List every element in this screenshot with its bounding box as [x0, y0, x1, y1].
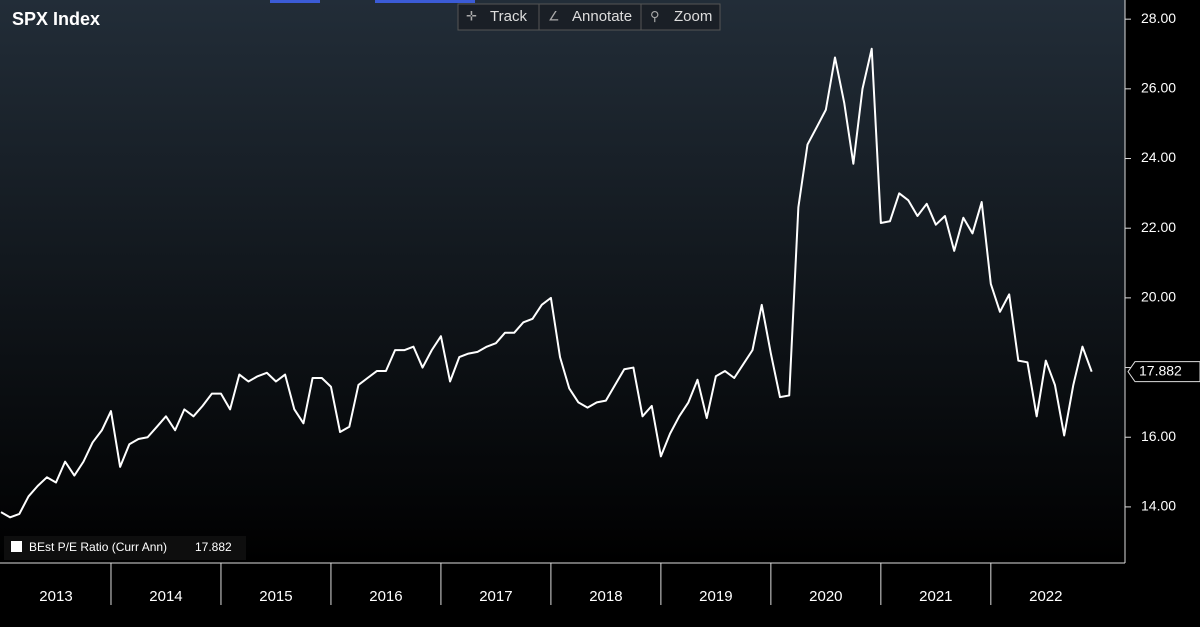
last-value-label: 17.882 [1139, 362, 1182, 378]
x-tick-label: 2015 [259, 588, 292, 605]
y-tick-label: 28.00 [1141, 10, 1176, 26]
y-axis-area [1125, 0, 1200, 563]
line-series [0, 47, 1093, 519]
annotate-icon: ∠ [548, 8, 560, 23]
x-tick-label: 2022 [1029, 588, 1062, 605]
toolbar-box [457, 3, 721, 31]
y-tick-label: 24.00 [1141, 149, 1176, 165]
y-tick-label: 16.00 [1141, 428, 1176, 444]
toolbar-button[interactable]: Track [490, 8, 527, 25]
toolbar: ✛ Track ∠ Annotate ⚲ Zoom [457, 3, 721, 31]
legend-box [4, 536, 246, 560]
legend-label: BEst P/E Ratio (Curr Ann) [29, 540, 167, 554]
legend: BEst P/E Ratio (Curr Ann) 17.882 [4, 536, 246, 560]
y-tick-label: 22.00 [1141, 219, 1176, 235]
legend-value: 17.882 [195, 540, 232, 554]
x-tick-label: 2014 [149, 588, 182, 605]
y-tick-label: 14.00 [1141, 498, 1176, 514]
y-tick-label: 26.00 [1141, 80, 1176, 96]
track-icon: ✛ [466, 8, 477, 23]
plot-area [0, 0, 1125, 563]
last-value-flag [1127, 361, 1200, 383]
tab[interactable] [270, 0, 320, 3]
toolbar-button[interactable]: Annotate [572, 8, 632, 25]
zoom-icon: ⚲ [650, 8, 660, 23]
x-tick-label: 2016 [369, 588, 402, 605]
x-tick-label: 2019 [699, 588, 732, 605]
x-tick-label: 2013 [39, 588, 72, 605]
chart-title: SPX Index [12, 9, 100, 29]
legend-swatch [11, 541, 22, 552]
x-tick-label: 2021 [919, 588, 952, 605]
x-tick-label: 2017 [479, 588, 512, 605]
x-axis-area [0, 563, 1200, 627]
x-tick-label: 2018 [589, 588, 622, 605]
tab[interactable] [375, 0, 475, 3]
x-tick-label: 2020 [809, 588, 842, 605]
y-tick-label: 20.00 [1141, 289, 1176, 305]
toolbar-button[interactable]: Zoom [674, 8, 712, 25]
